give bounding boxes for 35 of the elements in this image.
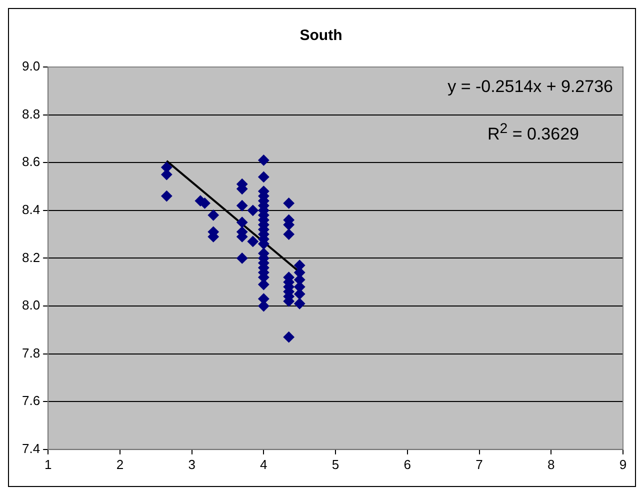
point [258, 154, 270, 166]
y-tick-label: 7.8 [22, 345, 40, 360]
point [283, 228, 294, 240]
y-tick-label: 9.0 [22, 58, 40, 74]
x-tick-label: 5 [332, 456, 340, 472]
point [294, 298, 306, 310]
y-tick-label: 8.4 [22, 202, 40, 217]
x-tick-label: 9 [619, 456, 627, 472]
x-tick-label: 8 [548, 456, 555, 472]
y-tick-label: 8.2 [22, 250, 40, 265]
point [236, 200, 248, 212]
x-tick-label: 4 [260, 456, 268, 472]
y-tick-label: 8.6 [22, 154, 40, 170]
point [247, 236, 258, 247]
x-tick-label: 3 [188, 456, 196, 472]
point [208, 210, 219, 221]
annotation: R$^{2}$ = 0.3629 [487, 121, 579, 145]
y-tick-label: 7.4 [22, 440, 40, 456]
x-tick-label: 7 [476, 456, 483, 472]
x-tick-label: 6 [404, 456, 412, 472]
point [258, 300, 270, 312]
x-tick-label: 1 [44, 456, 52, 472]
point [236, 216, 248, 228]
point [283, 198, 294, 209]
point [247, 204, 258, 216]
point [283, 332, 294, 343]
y-tick-label: 8.0 [22, 298, 40, 313]
chart-title: South [300, 27, 342, 44]
y-tick-label: 8.8 [22, 106, 40, 122]
annotation: y = -0.2514x + 9.2736 [448, 77, 613, 97]
y-tick-label: 7.6 [22, 393, 40, 408]
x-tick-label: 2 [116, 456, 124, 472]
point [236, 252, 248, 264]
point [258, 171, 270, 182]
point [161, 190, 172, 202]
